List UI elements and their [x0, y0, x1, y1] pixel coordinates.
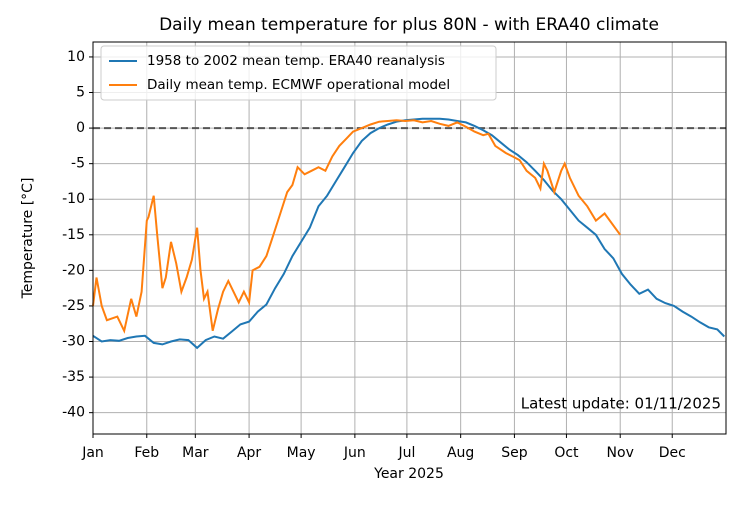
x-tick-label: Aug	[447, 445, 474, 461]
annotation: Latest update: 01/11/2025	[521, 395, 721, 413]
x-tick-label: Jun	[343, 445, 366, 461]
y-tick-label: -35	[62, 369, 85, 385]
legend-box	[100, 45, 497, 101]
legend-label: 1958 to 2002 mean temp. ERA40 reanalysis	[147, 53, 445, 69]
x-tick-label: Apr	[237, 445, 261, 461]
x-tick-label: Jul	[397, 445, 415, 461]
plot-frame	[92, 41, 727, 435]
y-tick-label: -25	[62, 298, 85, 314]
x-tick-label: Dec	[659, 445, 686, 461]
x-tick-label: Nov	[607, 445, 634, 461]
y-tick-label: 5	[76, 85, 85, 101]
y-tick-label: -15	[62, 227, 85, 243]
y-axis-label: Temperature [°C]	[20, 178, 36, 300]
x-tick-label: Mar	[182, 445, 209, 461]
legend-label: Daily mean temp. ECMWF operational model	[147, 77, 450, 93]
y-tick-label: 10	[67, 49, 85, 65]
x-axis-label: Year 2025	[373, 466, 444, 482]
x-tick-label: Jan	[81, 445, 104, 461]
y-tick-label: -10	[62, 191, 85, 207]
chart-title: Daily mean temperature for plus 80N - wi…	[159, 15, 659, 35]
x-tick-label: Feb	[134, 445, 159, 461]
data-line	[92, 117, 726, 350]
x-tick-label: Oct	[554, 445, 579, 461]
y-tick-label: 0	[76, 120, 85, 136]
data-line	[92, 119, 622, 334]
y-tick-label: -5	[71, 156, 85, 172]
x-tick-label: Sep	[501, 445, 528, 461]
y-tick-label: -30	[62, 334, 85, 350]
x-tick-label: May	[287, 445, 316, 461]
y-tick-label: -40	[62, 405, 85, 421]
y-tick-label: -20	[62, 262, 85, 278]
